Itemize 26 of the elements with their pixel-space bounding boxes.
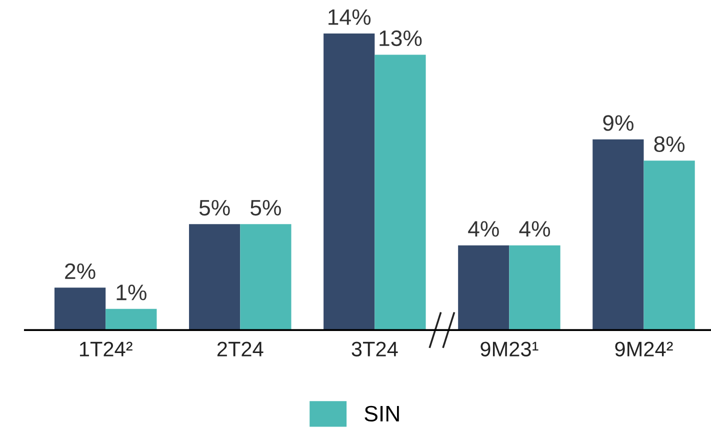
data-label: 9% — [603, 115, 634, 131]
x-tick-label: 9M24² — [615, 342, 673, 356]
bar — [106, 308, 157, 330]
data-label: 1% — [116, 284, 146, 300]
data-label: 5% — [250, 200, 281, 216]
bar — [374, 54, 426, 330]
legend-label: SIN — [364, 406, 399, 422]
bar — [240, 224, 292, 330]
data-label: 2% — [65, 263, 96, 280]
data-label: 8% — [654, 136, 685, 152]
bar — [592, 139, 644, 330]
x-tick-label: 2T24 — [217, 342, 264, 356]
data-label: 5% — [199, 200, 230, 216]
data-label: 4% — [468, 221, 499, 237]
x-tick-label: 9M23¹ — [480, 342, 538, 356]
x-tick-label: 1T24² — [80, 342, 132, 356]
data-label: 13% — [380, 30, 422, 46]
bar — [324, 34, 375, 330]
bar — [189, 224, 240, 330]
bar — [644, 160, 695, 330]
bar — [54, 288, 106, 330]
bar — [458, 245, 510, 330]
data-label: 14% — [328, 9, 371, 25]
x-tick-label: 3T24 — [352, 342, 398, 356]
bar — [509, 245, 560, 330]
data-label: 4% — [519, 221, 550, 237]
